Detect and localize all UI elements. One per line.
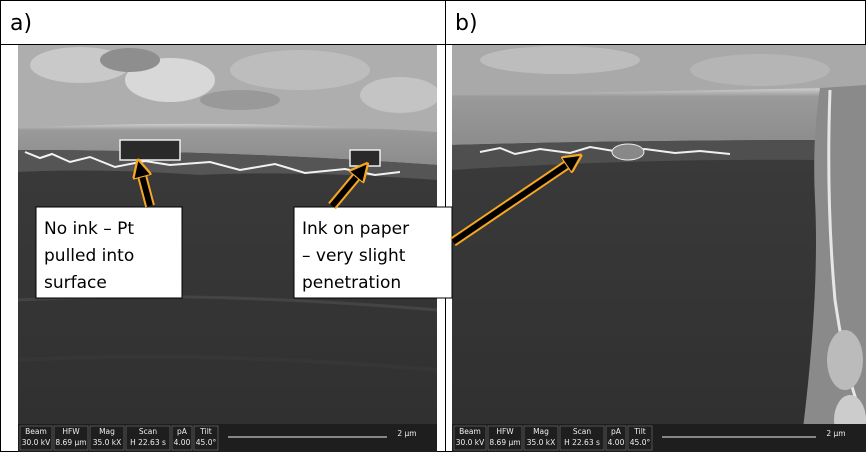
databar-name: pA	[177, 427, 188, 436]
databar-value: 8.69 μm	[55, 438, 86, 447]
sem-image	[452, 45, 866, 452]
databar-name: Scan	[139, 427, 157, 436]
annotation-text: pulled into	[44, 246, 134, 266]
annotation-text: – very slight	[302, 246, 406, 266]
databar-value: 4.00	[174, 438, 191, 447]
databar-name: Mag	[99, 427, 115, 436]
scale-label: 2 μm	[826, 429, 845, 438]
databar-name: HFW	[496, 427, 514, 436]
databar-value: 35.0 kX	[93, 438, 122, 447]
databar-name: Tilt	[199, 427, 212, 436]
databar-value: 35.0 kX	[527, 438, 556, 447]
databar-value: 4.00	[608, 438, 625, 447]
databar-name: pA	[611, 427, 622, 436]
databar-name: Mag	[533, 427, 549, 436]
annotation-text: penetration	[302, 273, 401, 293]
panel-label: b)	[455, 11, 478, 36]
annotation-text: No ink – Pt	[44, 219, 134, 239]
databar-name: Tilt	[633, 427, 646, 436]
databar-value: 45.0°	[196, 438, 217, 447]
databar-value: 30.0 kV	[456, 438, 485, 447]
databar-name: HFW	[62, 427, 80, 436]
annotation-text: Ink on paper	[302, 219, 409, 239]
databar-value: 30.0 kV	[22, 438, 51, 447]
annotation-text: surface	[44, 273, 107, 293]
databar-name: Beam	[25, 427, 47, 436]
databar-value: 45.0°	[630, 438, 651, 447]
panel-label: a)	[10, 11, 32, 36]
databar-value: 8.69 μm	[489, 438, 520, 447]
scale-label: 2 μm	[397, 429, 416, 438]
databar-value: H 22.63 s	[564, 438, 600, 447]
databar-value: H 22.63 s	[130, 438, 166, 447]
figure: a) Beam 30.0 kV HFW 8.69 μm Mag 35.0 kX Scan H 2…	[0, 0, 866, 452]
databar-name: Scan	[573, 427, 591, 436]
databar-name: Beam	[459, 427, 481, 436]
